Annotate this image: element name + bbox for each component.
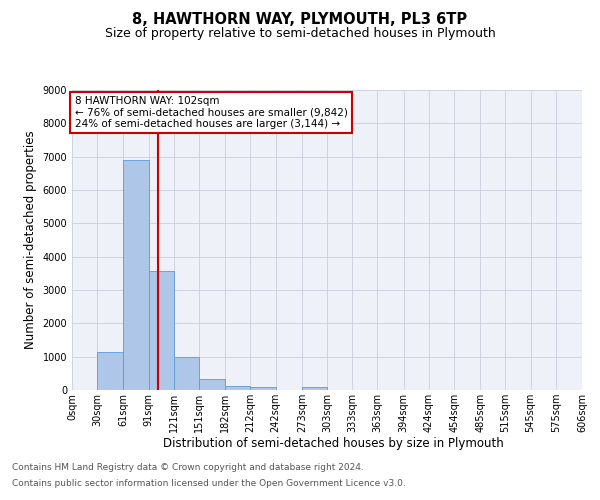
Bar (97, 352, 124, 390)
Y-axis label: Number of semi-detached properties: Number of semi-detached properties (24, 130, 37, 350)
Bar (250, 387, 275, 390)
Text: Contains HM Land Registry data © Crown copyright and database right 2024.: Contains HM Land Registry data © Crown c… (12, 464, 364, 472)
Bar (174, 358, 199, 390)
Bar (225, 386, 250, 390)
Text: Distribution of semi-detached houses by size in Plymouth: Distribution of semi-detached houses by … (163, 438, 503, 450)
Bar (124, 160, 149, 390)
Text: 8, HAWTHORN WAY, PLYMOUTH, PL3 6TP: 8, HAWTHORN WAY, PLYMOUTH, PL3 6TP (133, 12, 467, 28)
Bar (149, 272, 174, 390)
Text: Contains public sector information licensed under the Open Government Licence v3: Contains public sector information licen… (12, 478, 406, 488)
Bar (199, 379, 225, 390)
Text: 8 HAWTHORN WAY: 102sqm
← 76% of semi-detached houses are smaller (9,842)
24% of : 8 HAWTHORN WAY: 102sqm ← 76% of semi-det… (74, 96, 347, 129)
Bar (302, 387, 327, 390)
Text: Size of property relative to semi-detached houses in Plymouth: Size of property relative to semi-detach… (104, 28, 496, 40)
